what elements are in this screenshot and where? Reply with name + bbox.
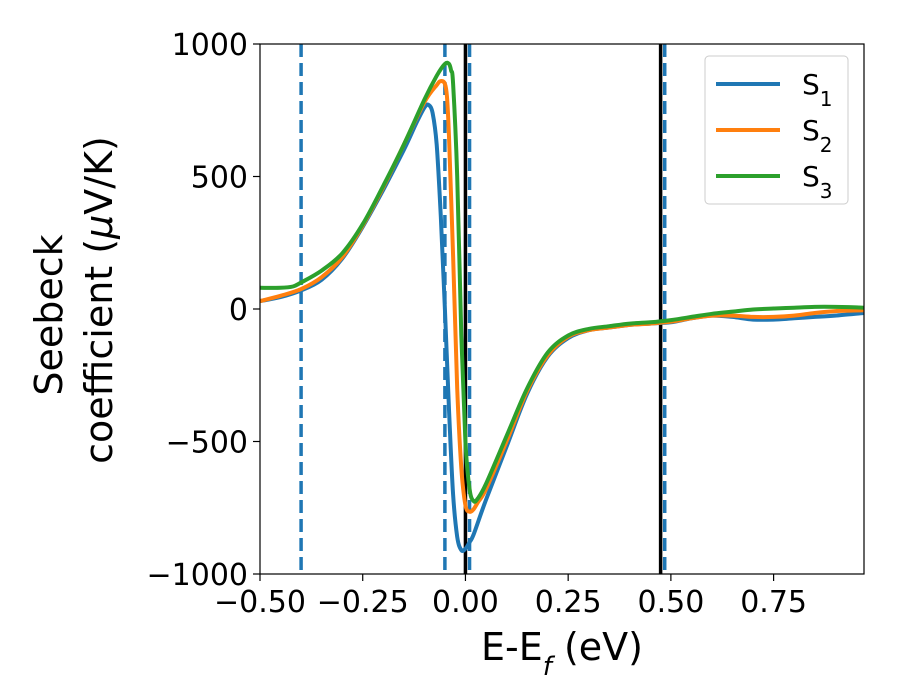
y-tick-label: −1000 <box>147 558 248 593</box>
series-lines <box>260 60 864 553</box>
x-tick-label: 0.25 <box>535 585 602 620</box>
y-tick-label: 500 <box>191 161 248 196</box>
x-tick-label: 0.00 <box>432 585 499 620</box>
x-axis-ticks: −0.50 −0.25 0.00 0.25 0.50 0.75 <box>214 574 807 620</box>
x-tick-label: −0.25 <box>317 585 409 620</box>
x-tick-label: 0.75 <box>740 585 807 620</box>
y-axis-title-line2: coefficient (μV/K) <box>77 136 121 464</box>
legend-label-s1: S1 <box>802 68 833 111</box>
y-tick-label: −500 <box>166 426 248 461</box>
vertical-reference-lines <box>299 44 667 574</box>
legend-label-s2: S2 <box>802 114 833 157</box>
x-tick-label: −0.50 <box>214 585 306 620</box>
y-tick-label: 0 <box>229 293 248 328</box>
x-tick-label: 0.50 <box>637 585 704 620</box>
legend-label-s3: S3 <box>802 160 833 203</box>
series-line-s3 <box>260 60 864 504</box>
x-axis-title: E-Ef (eV) <box>481 625 643 682</box>
y-axis-title-line1: Seebeck <box>27 234 71 395</box>
y-tick-label: 1000 <box>172 28 248 63</box>
y-axis-ticks: −1000 −500 0 500 1000 <box>147 28 260 593</box>
